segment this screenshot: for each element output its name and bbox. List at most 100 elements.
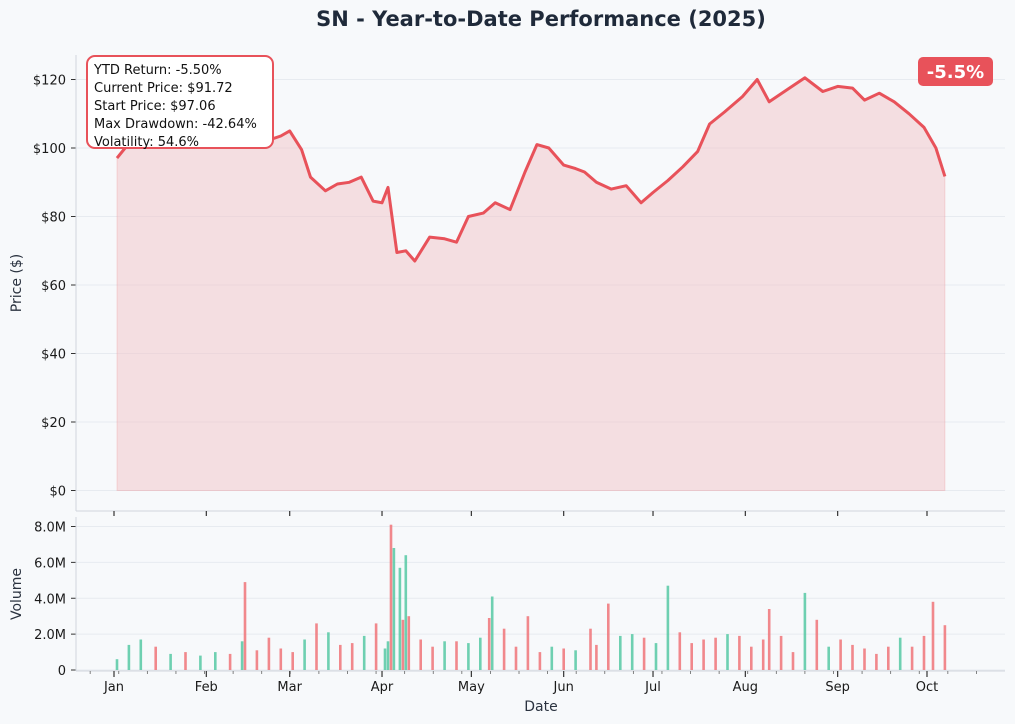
volume-y-axis-label: Volume xyxy=(9,568,25,620)
stats-box: YTD Return: -5.50% Current Price: $91.72 S… xyxy=(86,55,274,150)
volume-bar xyxy=(487,618,491,670)
stats-box-frame xyxy=(86,55,274,149)
ytd-badge-text: -5.5% xyxy=(927,62,984,83)
price-y-tick-label: $40 xyxy=(41,348,66,363)
x-tick-label: Apr xyxy=(371,680,394,695)
stats-line: YTD Return: -5.50% xyxy=(93,63,222,78)
volume-bar xyxy=(401,619,405,670)
volume-bar xyxy=(228,653,232,670)
volume-bar xyxy=(127,644,131,670)
volume-bar xyxy=(279,648,283,670)
volume-bar xyxy=(303,639,306,670)
volume-bar xyxy=(690,643,693,670)
volume-bar xyxy=(386,641,390,670)
volume-bar xyxy=(779,635,783,670)
volume-bar xyxy=(678,632,682,670)
volume-bar xyxy=(562,648,565,670)
volume-bar xyxy=(315,623,318,670)
x-tick-label: Oct xyxy=(916,680,938,695)
volume-bar xyxy=(362,635,366,670)
volume-bar xyxy=(267,637,271,670)
volume-bar xyxy=(630,634,634,670)
volume-bar xyxy=(619,635,622,670)
volume-bar xyxy=(431,646,434,670)
volume-y-tick-label: 4.0M xyxy=(34,592,66,607)
volume-bar xyxy=(922,635,926,670)
volume-bar xyxy=(199,655,202,670)
volume-bar xyxy=(875,653,878,670)
ytd-badge-background xyxy=(918,57,993,86)
stats-line: Max Drawdown: -42.64% xyxy=(94,117,257,132)
x-tick-label: Mar xyxy=(277,680,302,695)
volume-bar xyxy=(419,639,422,670)
price-line xyxy=(115,76,947,263)
volume-bar xyxy=(607,603,610,670)
volume-bar xyxy=(389,524,393,670)
price-y-tick-label: $80 xyxy=(41,211,66,226)
price-y-tick-label: $60 xyxy=(41,279,66,294)
volume-bar xyxy=(327,632,330,670)
volume-bar xyxy=(550,646,554,670)
volume-panel: 0 2.0M 4.0M 6.0M 8.0M Jan Feb Mar Apr May Jun Jul A… xyxy=(9,511,1005,715)
x-tick-label: Jan xyxy=(103,680,124,695)
volume-bar xyxy=(374,623,378,670)
volume-bar xyxy=(243,582,247,670)
stats-lines: YTD Return: -5.50% Current Price: $91.72 S… xyxy=(93,63,257,150)
x-tick-label: May xyxy=(458,680,485,695)
volume-bar xyxy=(169,653,172,670)
volume-bar xyxy=(702,639,705,670)
volume-bar xyxy=(392,548,396,670)
volume-bar xyxy=(154,646,157,670)
volume-bar xyxy=(443,641,446,670)
volume-bar xyxy=(839,639,842,670)
volume-bar xyxy=(479,637,482,670)
volume-bar xyxy=(898,637,902,670)
volume-plot-background xyxy=(76,517,1005,671)
volume-bar xyxy=(863,648,866,670)
volume-bar xyxy=(502,628,506,670)
x-ticks: Jan Feb Mar Apr May Jun Jul Aug Sep Oct xyxy=(89,511,977,695)
volume-bar xyxy=(115,659,119,670)
volume-bar xyxy=(851,644,854,670)
volume-bar xyxy=(589,628,592,670)
x-tick-label: Jun xyxy=(553,680,574,695)
volume-bar xyxy=(666,585,670,670)
x-tick-label: Sep xyxy=(825,680,850,695)
volume-bar xyxy=(815,619,819,670)
volume-y-tick-label: 0 xyxy=(58,664,66,679)
volume-bar xyxy=(398,567,402,670)
price-y-tick-label: $0 xyxy=(49,485,66,500)
volume-bar xyxy=(654,643,658,670)
volume-bar xyxy=(827,646,830,670)
volume-bar xyxy=(490,596,494,670)
price-y-tick-label: $120 xyxy=(33,74,66,89)
volume-bar xyxy=(240,641,244,670)
volume-bar xyxy=(910,646,914,670)
price-y-tick-label: $100 xyxy=(33,142,66,157)
volume-bar xyxy=(595,644,598,670)
volume-bar xyxy=(574,650,577,670)
volume-bar xyxy=(350,643,354,670)
volume-bar xyxy=(467,643,470,670)
volume-bar xyxy=(404,555,408,670)
volume-bar xyxy=(791,652,795,670)
volume-bar xyxy=(455,641,458,670)
volume-bar xyxy=(139,639,143,670)
volume-bar xyxy=(291,652,294,670)
stats-line: Current Price: $91.72 xyxy=(94,81,233,96)
volume-y-tick-label: 6.0M xyxy=(34,556,66,571)
x-tick-label: Jul xyxy=(644,680,661,695)
volume-bar xyxy=(714,637,717,670)
volume-bar xyxy=(526,616,530,670)
volume-bar xyxy=(761,639,765,670)
volume-y-ticks: 0 2.0M 4.0M 6.0M 8.0M xyxy=(34,521,76,679)
volume-y-tick-label: 2.0M xyxy=(34,628,66,643)
volume-bar xyxy=(538,652,542,670)
x-tick-label: Aug xyxy=(733,680,758,695)
volume-bar xyxy=(255,650,259,670)
volume-bar xyxy=(738,635,741,670)
volume-y-tick-label: 8.0M xyxy=(34,521,66,536)
x-tick-label: Feb xyxy=(195,680,218,695)
volume-bar xyxy=(514,646,518,670)
